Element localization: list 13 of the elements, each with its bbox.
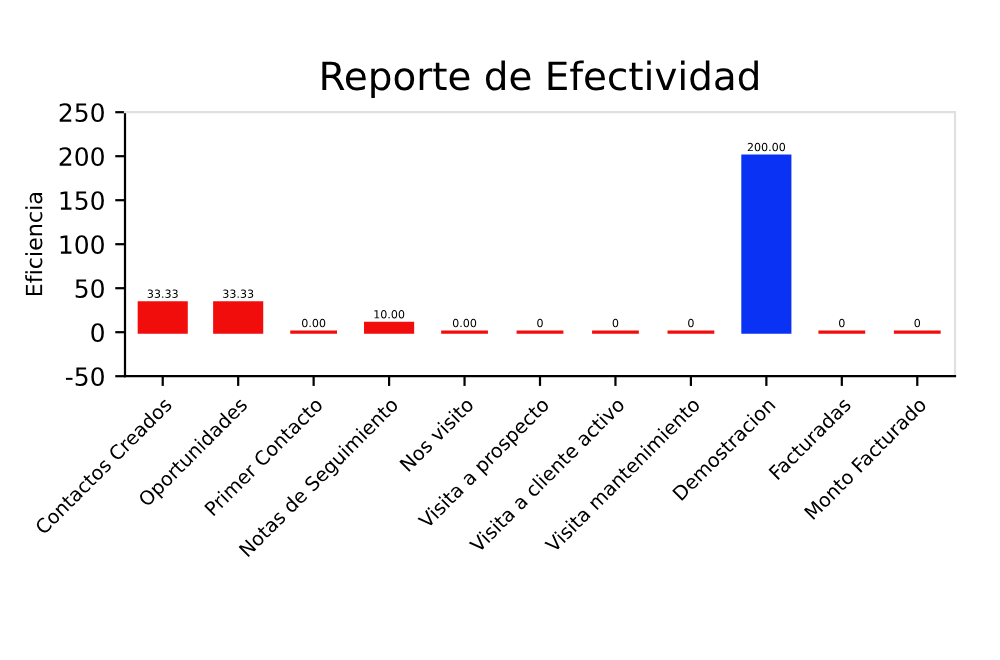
bar — [137, 301, 188, 334]
y-tick-label: 0 — [91, 323, 104, 343]
bar — [741, 154, 792, 334]
bar — [213, 301, 264, 334]
chart-title: Reporte de Efectividad — [322, 60, 758, 99]
y-tick-label: 100 — [60, 235, 104, 255]
y-tick-label: 250 — [59, 103, 104, 123]
y-tick-label: 50 — [75, 279, 104, 299]
bar — [364, 321, 415, 334]
y-tick-label: 200 — [59, 147, 104, 167]
y-tick-label: -50 — [65, 367, 104, 387]
y-axis-title: Eficiencia — [25, 193, 43, 296]
y-tick-label: 150 — [60, 191, 104, 211]
